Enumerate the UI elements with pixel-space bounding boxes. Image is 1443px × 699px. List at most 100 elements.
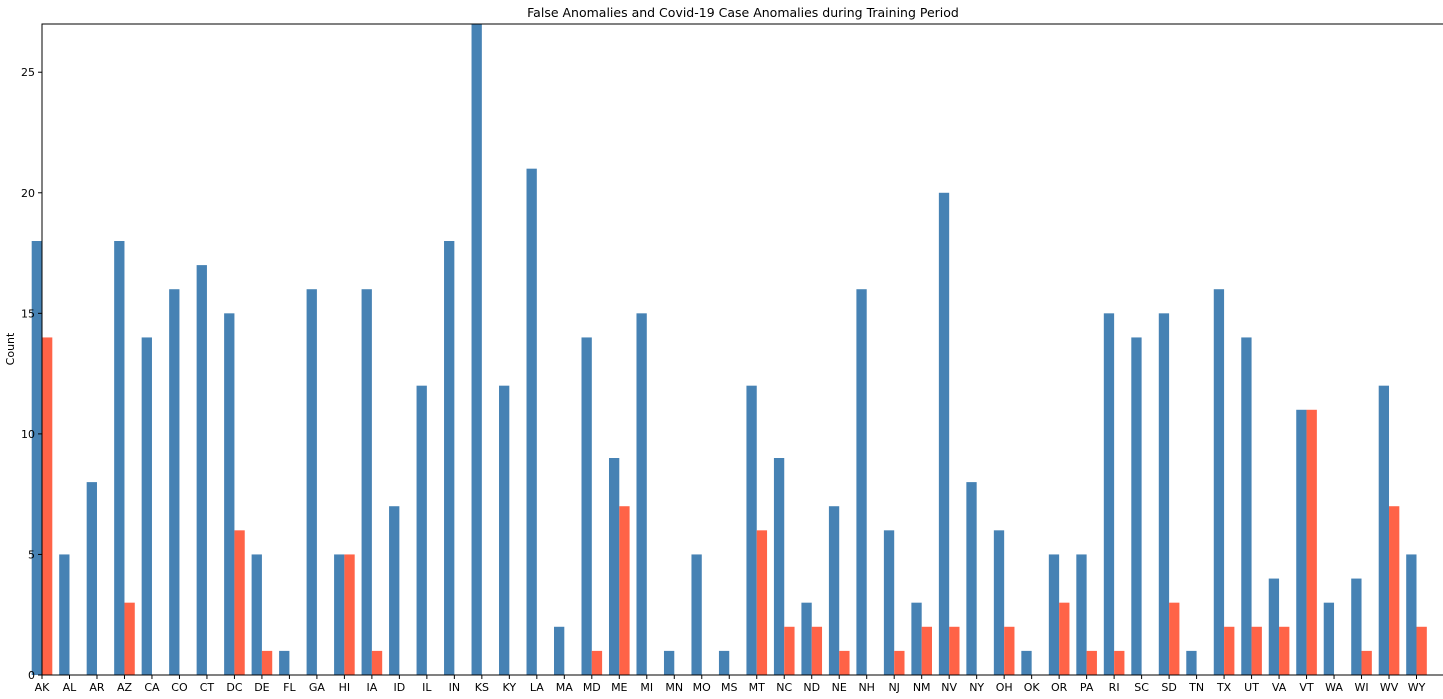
y-tick-label: 10 — [21, 428, 35, 441]
x-tick-label: AK — [35, 681, 51, 694]
bar-nj-series-2 — [894, 650, 905, 675]
y-axis-label: Count — [4, 332, 17, 365]
bar-ks-series-1 — [471, 24, 482, 675]
x-tick-label: NE — [832, 681, 847, 694]
x-tick-label: OK — [1024, 681, 1041, 694]
x-tick-label: WV — [1380, 681, 1399, 694]
bar-nc-series-1 — [773, 458, 785, 675]
x-tick-label: OR — [1051, 681, 1068, 694]
x-tick-label: VA — [1272, 681, 1287, 694]
bar-or-series-1 — [1048, 554, 1060, 675]
x-tick-label: ME — [611, 681, 627, 694]
bar-wy-series-1 — [1406, 554, 1417, 675]
bar-ri-series-2 — [1114, 650, 1125, 675]
x-tick-label: NY — [969, 681, 984, 694]
x-tick-label: AZ — [117, 681, 133, 694]
bar-tx-series-1 — [1213, 289, 1225, 675]
bar-nm-series-1 — [911, 602, 922, 675]
bar-tx-series-2 — [1224, 626, 1235, 675]
bar-sd-series-1 — [1158, 313, 1170, 675]
bar-mi-series-1 — [636, 313, 647, 675]
x-tick-label: FL — [283, 681, 296, 694]
x-tick-label: MS — [721, 681, 737, 694]
x-tick-label: GA — [309, 681, 326, 694]
y-axis: 0 5 10 15 20 25 — [21, 66, 42, 682]
bar-ut-series-1 — [1241, 337, 1252, 675]
bar-ms-series-1 — [718, 650, 730, 675]
bar-co-series-1 — [169, 289, 180, 675]
bar-pa-series-2 — [1086, 650, 1097, 675]
x-tick-label: IA — [366, 681, 377, 694]
bar-sc-series-1 — [1131, 337, 1142, 675]
bar-mt-series-2 — [756, 530, 768, 675]
bar-or-series-2 — [1059, 602, 1070, 675]
bar-vt-series-1 — [1296, 409, 1307, 675]
bar-mo-series-1 — [691, 554, 702, 675]
bar-wi-series-1 — [1351, 578, 1362, 675]
bar-va-series-2 — [1279, 626, 1290, 675]
x-tick-label: LA — [530, 681, 544, 694]
bar-nc-series-2 — [784, 626, 795, 675]
x-tick-label: KY — [503, 681, 517, 694]
bar-md-series-1 — [581, 337, 592, 675]
x-tick-label: NC — [776, 681, 792, 694]
bar-ia-series-2 — [371, 650, 383, 675]
bar-md-series-2 — [591, 650, 603, 675]
x-tick-label: MT — [749, 681, 765, 694]
x-tick-label: DE — [254, 681, 269, 694]
x-tick-label: CA — [144, 681, 160, 694]
x-tick-label: ND — [803, 681, 820, 694]
bar-nh-series-1 — [856, 289, 867, 675]
bar-ar-series-1 — [86, 482, 97, 675]
y-tick-label: 20 — [21, 187, 35, 200]
bar-sd-series-2 — [1169, 602, 1180, 675]
bar-hi-series-2 — [344, 554, 355, 675]
x-tick-label: AL — [63, 681, 78, 694]
bar-oh-series-1 — [993, 530, 1005, 675]
bar-oh-series-2 — [1004, 626, 1015, 675]
bar-la-series-1 — [526, 168, 537, 676]
bar-nv-series-2 — [949, 626, 960, 675]
bar-de-series-2 — [261, 650, 273, 675]
x-tick-label: SC — [1134, 681, 1149, 694]
x-tick-label: CT — [200, 681, 215, 694]
bar-nj-series-1 — [883, 530, 895, 675]
bar-nd-series-2 — [811, 626, 823, 675]
bar-ct-series-1 — [196, 265, 207, 675]
bar-ri-series-1 — [1103, 313, 1115, 675]
y-tick-label: 25 — [21, 66, 35, 79]
bar-ak-series-2 — [42, 337, 53, 675]
x-tick-label: AR — [89, 681, 105, 694]
x-tick-label: CO — [171, 681, 188, 694]
bar-wa-series-1 — [1323, 602, 1335, 675]
bar-tn-series-1 — [1186, 650, 1197, 675]
bar-hi-series-1 — [334, 554, 345, 675]
bar-de-series-1 — [251, 554, 262, 675]
chart-title: False Anomalies and Covid-19 Case Anomal… — [527, 5, 959, 20]
x-tick-label: SD — [1161, 681, 1176, 694]
bar-pa-series-1 — [1076, 554, 1087, 675]
x-tick-label: TN — [1188, 681, 1204, 694]
bar-dc-series-1 — [224, 313, 235, 675]
bar-ut-series-2 — [1251, 626, 1262, 675]
bar-wv-series-2 — [1389, 506, 1400, 675]
x-tick-label: NH — [858, 681, 875, 694]
x-tick-label: TX — [1216, 681, 1232, 694]
x-tick-label: WI — [1354, 681, 1368, 694]
bar-id-series-1 — [389, 506, 400, 675]
plot-frame — [41, 23, 1443, 676]
y-tick-label: 15 — [21, 307, 35, 320]
bars-layer — [31, 24, 1427, 676]
bar-nm-series-2 — [921, 626, 932, 675]
bar-mt-series-1 — [746, 385, 757, 675]
x-tick-label: MO — [693, 681, 711, 694]
bar-wy-series-2 — [1416, 626, 1427, 675]
y-tick-label: 5 — [28, 548, 35, 561]
x-axis: AK AL AR AZ CA CO CT DC DE FL GA HI IA ID IL IN KS KY LA MA… — [35, 675, 1426, 694]
x-tick-label: DC — [226, 681, 242, 694]
x-tick-label: IN — [449, 681, 460, 694]
x-tick-label: KS — [475, 681, 489, 694]
bar-ma-series-1 — [554, 626, 565, 675]
bar-nd-series-1 — [801, 602, 812, 675]
